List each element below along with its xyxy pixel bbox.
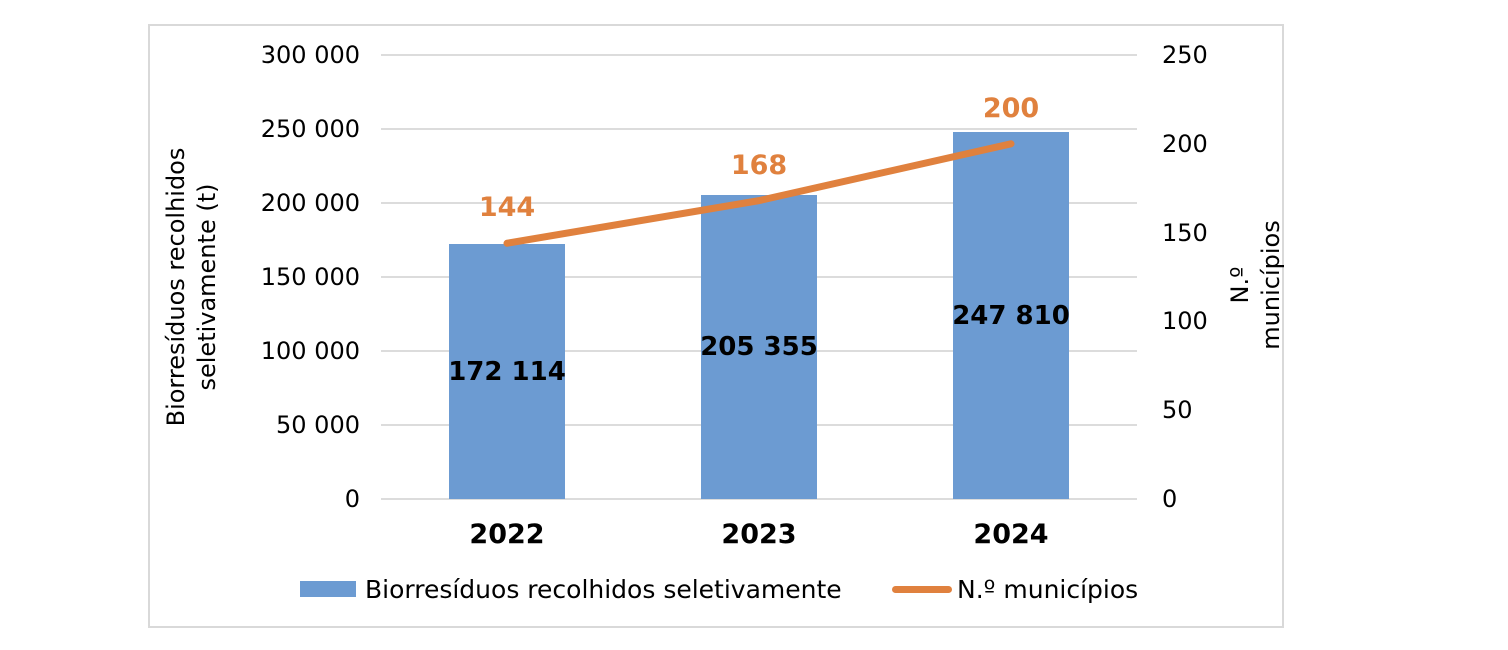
right-axis-tick-label: 250 bbox=[1162, 41, 1208, 69]
chart-frame: Biorresíduos recolhidos seletivamente (t… bbox=[148, 24, 1285, 628]
line-value-label: 144 bbox=[478, 192, 536, 224]
left-axis-tick-label: 250 000 bbox=[260, 115, 360, 143]
line-series-swatch-icon bbox=[892, 585, 952, 593]
right-axis-tick-label: 0 bbox=[1162, 485, 1178, 513]
right-axis-tick-label: 200 bbox=[1162, 129, 1208, 158]
gridline bbox=[381, 54, 1137, 56]
gridline bbox=[381, 128, 1137, 130]
right-axis-tick-label: 100 bbox=[1162, 307, 1208, 336]
right-axis-tick-label: 50 bbox=[1162, 396, 1193, 425]
line-value-label: 168 bbox=[730, 149, 788, 181]
bar-value-label: 172 114 bbox=[448, 356, 566, 387]
legend-item-line-series: N.º municípios bbox=[892, 572, 1138, 606]
legend-item-bar-series: Biorresíduos recolhidos seletivamente bbox=[300, 572, 842, 606]
right-axis-tick-label: 150 bbox=[1162, 218, 1208, 247]
left-axis-tick-label: 150 000 bbox=[260, 263, 360, 291]
bar-series-swatch-icon bbox=[300, 581, 356, 597]
left-axis-tick-label: 300 000 bbox=[260, 41, 360, 69]
left-axis-tick-label: 100 000 bbox=[260, 337, 360, 365]
line-value-label: 200 bbox=[982, 92, 1040, 124]
left-axis-tick-label: 200 000 bbox=[260, 189, 360, 217]
bar-2022 bbox=[449, 244, 565, 499]
legend-label-line-series: N.º municípios bbox=[957, 574, 1139, 604]
x-axis-tick-label: 2024 bbox=[973, 519, 1049, 550]
x-axis-tick-label: 2022 bbox=[469, 519, 545, 550]
gridline bbox=[381, 498, 1137, 500]
bar-value-label: 205 355 bbox=[700, 332, 818, 363]
bar-value-label: 247 810 bbox=[952, 300, 1070, 331]
left-axis-tick-label: 50 000 bbox=[276, 411, 360, 439]
x-axis-tick-label: 2023 bbox=[721, 519, 797, 550]
legend-label-bar-series: Biorresíduos recolhidos seletivamente bbox=[365, 574, 842, 604]
left-axis-tick-label: 0 bbox=[344, 485, 360, 513]
